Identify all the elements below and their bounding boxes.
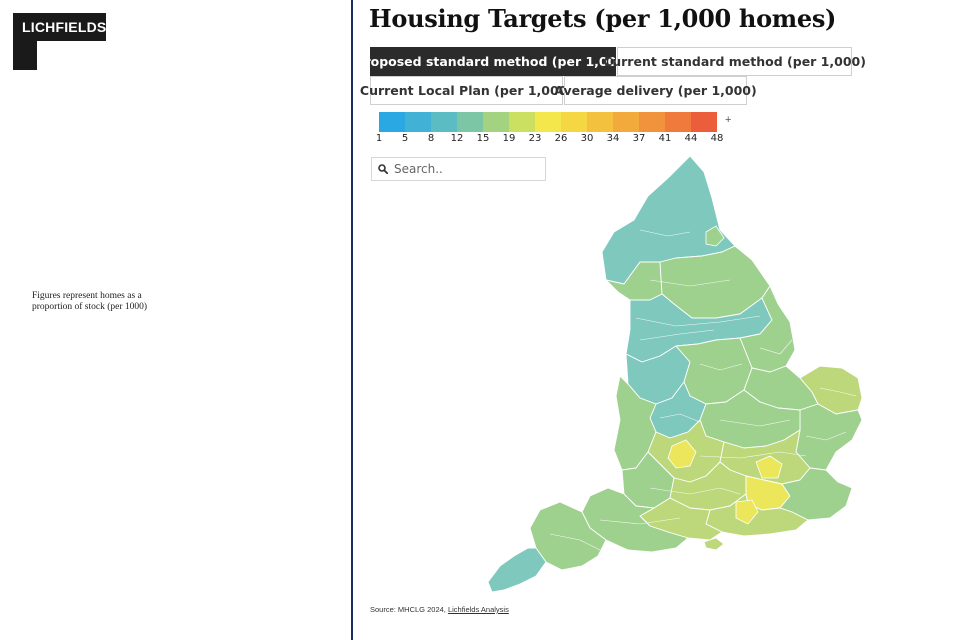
- legend-swatch: [483, 112, 509, 132]
- source-link[interactable]: Lichfields Analysis: [447, 605, 509, 614]
- stock-note: Figures represent homes as a proportion …: [32, 291, 148, 312]
- legend-swatch: [405, 112, 431, 132]
- map-hotspot-central[interactable]: [667, 439, 697, 469]
- map-region-devon[interactable]: [529, 501, 607, 571]
- search-box[interactable]: [371, 157, 546, 181]
- legend-tick: 26: [554, 133, 568, 144]
- map-region-sussex-surrey[interactable]: [705, 493, 809, 537]
- search-icon: [372, 158, 394, 180]
- legend-swatches: [379, 112, 717, 132]
- page-title: Housing Targets (per 1,000 homes): [369, 4, 837, 33]
- legend-swatch: [639, 112, 665, 132]
- legend-swatch: [561, 112, 587, 132]
- legend-tick: 8: [427, 133, 435, 144]
- legend-ticks: 1 5 8 12 15 19 23 26 30 34 37 41 44 48: [375, 133, 739, 145]
- legend-tick: 37: [632, 133, 646, 144]
- source-text: Source: MHCLG 2024,: [370, 605, 448, 614]
- legend-tick: 44: [684, 133, 698, 144]
- map-hotspot-tyne[interactable]: [705, 225, 725, 247]
- legend-tick: 48: [710, 133, 724, 144]
- england-choropleth-map[interactable]: [470, 150, 880, 600]
- legend-tick: 30: [580, 133, 594, 144]
- legend-tick: 12: [450, 133, 464, 144]
- panel-divider: [351, 0, 353, 640]
- source-note: Source: MHCLG 2024, Lichfields Analysis: [370, 605, 509, 614]
- color-legend: + 1 5 8 12 15 19 23 26 30 34 37 41 44 48: [375, 112, 739, 146]
- tab-current-local-plan[interactable]: Current Local Plan (per 1,000): [360, 76, 573, 105]
- legend-swatch: [457, 112, 483, 132]
- map-region-suffolk-essex[interactable]: [795, 403, 863, 471]
- logo-bar: [13, 13, 106, 41]
- legend-tick: 34: [606, 133, 620, 144]
- legend-tick: 23: [528, 133, 542, 144]
- legend-swatch: [665, 112, 691, 132]
- tab-average-delivery[interactable]: Average delivery (per 1,000): [554, 76, 757, 105]
- legend-swatch: [587, 112, 613, 132]
- left-panel: LICHFIELDS Figures represent homes as a …: [0, 0, 351, 640]
- logo-stem: [13, 41, 37, 70]
- legend-tick: 5: [401, 133, 409, 144]
- legend-swatch: [691, 112, 717, 132]
- legend-tick: 15: [476, 133, 490, 144]
- legend-tick: 19: [502, 133, 516, 144]
- legend-swatch: [613, 112, 639, 132]
- map-hotspot-south-coast[interactable]: [735, 499, 759, 525]
- logo-text: LICHFIELDS: [22, 19, 107, 35]
- map-district-borders: [549, 229, 857, 551]
- search-input[interactable]: [394, 162, 539, 176]
- map-region-cornwall[interactable]: [487, 547, 547, 593]
- legend-swatch: [431, 112, 457, 132]
- legend-swatch: [509, 112, 535, 132]
- legend-tick: 1: [375, 133, 383, 144]
- lichfields-logo[interactable]: LICHFIELDS: [13, 13, 106, 70]
- legend-tick: 41: [658, 133, 672, 144]
- map-hotspot-london-north[interactable]: [755, 455, 783, 479]
- tab-current-standard-method[interactable]: Current standard method (per 1,000): [603, 47, 866, 76]
- map-region-isle-of-wight[interactable]: [703, 537, 725, 551]
- tab-proposed-standard-method[interactable]: Proposed standard method (per 1,000): [355, 47, 631, 76]
- legend-overflow: +: [725, 114, 732, 126]
- legend-swatch: [379, 112, 405, 132]
- legend-swatch: [535, 112, 561, 132]
